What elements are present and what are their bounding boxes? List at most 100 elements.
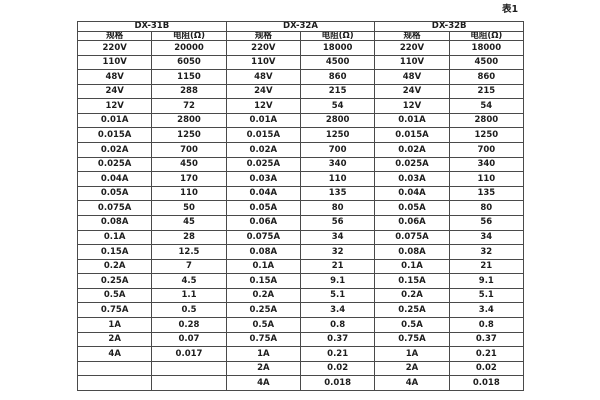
resistance-cell: 6050 <box>151 54 227 71</box>
spec-cell: 0.06A <box>374 214 450 231</box>
spec-cell: 0.75A <box>225 331 301 348</box>
spec-cell: 0.1A <box>374 258 450 275</box>
spec-cell: 0.015A <box>225 127 301 144</box>
resistance-cell: 110 <box>299 171 376 187</box>
group-header-row: DX-31B DX-32A DX-32B <box>77 21 524 32</box>
resistance-cell: 0.37 <box>299 331 376 348</box>
spec-cell: 110V <box>76 54 153 71</box>
column-header-row: 规格 电阻(Ω) 规格 电阻(Ω) 规格 电阻(Ω) <box>76 30 525 41</box>
spec-cell: 0.05A <box>374 200 450 216</box>
table-row: 2A 0.02 2A 0.02 <box>76 360 525 377</box>
resistance-cell: 4500 <box>299 54 376 71</box>
resistance-cell: 56 <box>299 214 376 231</box>
table-row: 0.25A 4.5 0.15A 9.1 0.15A 9.1 <box>76 273 525 289</box>
table-row: 0.075A 50 0.05A 80 0.05A 80 <box>76 200 525 216</box>
resistance-cell: 34 <box>448 229 525 246</box>
table-row: 0.15A 12.5 0.08A 32 0.08A 32 <box>76 244 525 260</box>
resistance-cell <box>151 360 227 377</box>
spec-cell: 0.075A <box>374 229 450 246</box>
spec-cell: 0.1A <box>225 258 301 275</box>
table-row: 0.05A 110 0.04A 135 0.04A 135 <box>76 185 525 202</box>
resistance-cell: 288 <box>151 83 227 100</box>
resistance-cell: 5.1 <box>299 287 376 304</box>
spec-cell: 0.03A <box>225 171 301 187</box>
spec-cell: 0.015A <box>76 127 153 144</box>
resistance-cell: 2800 <box>299 112 376 129</box>
table-row: 0.04A 170 0.03A 110 0.03A 110 <box>76 171 525 187</box>
spec-column-header: 规格 <box>374 30 450 41</box>
spec-cell: 4A <box>374 375 450 391</box>
spec-cell: 0.02A <box>374 142 450 158</box>
resistance-cell: 5.1 <box>448 287 525 304</box>
spec-cell: 12V <box>76 98 153 114</box>
group-header-3: DX-32B <box>374 21 524 32</box>
resistance-cell: 700 <box>299 142 376 158</box>
resistance-cell: 0.02 <box>448 360 525 377</box>
resistance-cell: 0.37 <box>448 331 525 348</box>
table-row: 0.02A 700 0.02A 700 0.02A 700 <box>76 142 525 158</box>
resistance-cell: 1.1 <box>151 287 227 304</box>
resistance-cell: 3.4 <box>299 302 376 318</box>
resistance-cell: 860 <box>299 69 376 85</box>
resistance-cell: 28 <box>151 229 227 246</box>
resistance-cell: 3.4 <box>448 302 525 318</box>
resistance-cell: 9.1 <box>299 273 376 289</box>
spec-cell: 2A <box>76 331 153 348</box>
spec-cell: 24V <box>76 83 153 100</box>
spec-cell: 0.05A <box>76 185 153 202</box>
resistance-cell: 215 <box>299 83 376 100</box>
table-body: 220V 20000 220V 18000 220V 18000 110V 6050 110V 4… <box>76 40 525 391</box>
spec-cell: 0.01A <box>225 112 301 129</box>
spec-cell: 0.025A <box>225 156 301 173</box>
spec-cell: 0.025A <box>374 156 450 173</box>
resistance-cell: 7 <box>151 258 227 275</box>
resistance-cell: 1250 <box>448 127 525 144</box>
resistance-cell: 340 <box>448 156 525 173</box>
resistance-cell: 340 <box>299 156 376 173</box>
spec-cell: 0.04A <box>374 185 450 202</box>
spec-cell: 0.2A <box>374 287 450 304</box>
table-head: DX-31B DX-32A DX-32B 规格 电阻(Ω) 规格 电阻(Ω) 规格 电阻(Ω) <box>76 21 525 41</box>
spec-cell: 0.75A <box>76 302 153 318</box>
table-row: 0.015A 1250 0.015A 1250 0.015A 1250 <box>76 127 525 144</box>
resistance-cell: 9.1 <box>448 273 525 289</box>
resistance-cell: 0.017 <box>151 346 227 362</box>
table-row: 24V 288 24V 215 24V 215 <box>76 83 525 100</box>
resistance-cell: 215 <box>448 83 525 100</box>
resistance-cell: 12.5 <box>151 244 227 260</box>
spec-cell: 0.03A <box>374 171 450 187</box>
resistance-cell: 170 <box>151 171 227 187</box>
spec-column-header: 规格 <box>225 30 301 41</box>
resistance-cell: 700 <box>151 142 227 158</box>
spec-cell: 0.75A <box>374 331 450 348</box>
resistance-cell: 1150 <box>151 69 227 85</box>
resistance-cell: 1250 <box>299 127 376 144</box>
resistance-cell: 0.21 <box>448 346 525 362</box>
spec-cell: 220V <box>225 40 301 56</box>
table-row: 1A 0.28 0.5A 0.8 0.5A 0.8 <box>76 316 525 333</box>
spec-cell: 0.15A <box>76 244 153 260</box>
spec-cell: 0.01A <box>374 112 450 129</box>
spec-cell: 0.02A <box>76 142 153 158</box>
spec-cell: 1A <box>374 346 450 362</box>
resistance-cell: 32 <box>448 244 525 260</box>
spec-cell: 4A <box>225 375 301 391</box>
spec-cell: 0.25A <box>76 273 153 289</box>
spec-cell: 0.15A <box>374 273 450 289</box>
relay-resistance-spec-table: DX-31B DX-32A DX-32B 规格 电阻(Ω) 规格 电阻(Ω) 规格 电阻(Ω)… <box>76 21 525 391</box>
resistance-cell: 135 <box>448 185 525 202</box>
resistance-cell: 21 <box>299 258 376 275</box>
table-row: 0.025A 450 0.025A 340 0.025A 340 <box>76 156 525 173</box>
resistance-cell: 56 <box>448 214 525 231</box>
resistance-cell: 0.018 <box>448 375 525 391</box>
spec-cell: 0.01A <box>76 112 153 129</box>
table-row: 4A 0.017 1A 0.21 1A 0.21 <box>76 346 525 362</box>
resistance-cell: 110 <box>448 171 525 187</box>
resistance-cell: 0.21 <box>299 346 376 362</box>
spec-cell: 24V <box>225 83 301 100</box>
spec-cell: 0.08A <box>76 214 153 231</box>
spec-cell: 110V <box>225 54 301 71</box>
spec-cell: 110V <box>374 54 450 71</box>
spec-cell: 48V <box>374 69 450 85</box>
resistance-cell: 1250 <box>151 127 227 144</box>
